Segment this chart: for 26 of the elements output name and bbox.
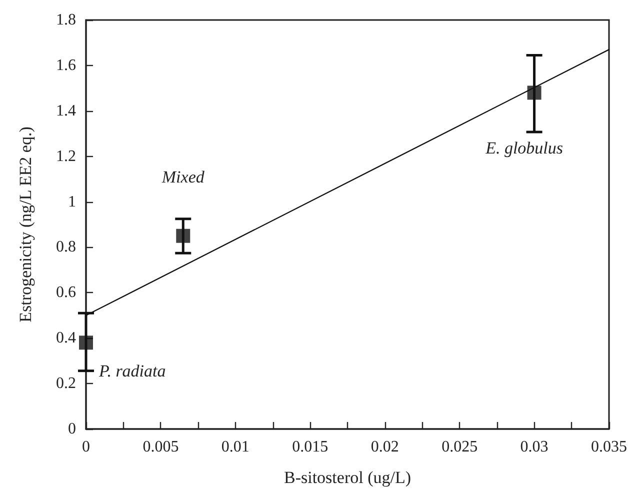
y-tick-label: 1 [68,193,76,210]
x-axis-title: B-sitosterol (ug/L) [284,468,412,487]
x-tick-label: 0 [82,438,90,456]
x-tick-label: 0.01 [221,438,250,456]
x-tick-label: 0.015 [292,438,328,456]
y-tick-label: 0.8 [56,238,76,256]
y-tick-label: 0.6 [56,284,76,302]
x-tick-label: 0.02 [370,438,399,456]
x-tick-label: 0.03 [520,438,548,456]
annotation: Mixed [160,167,205,186]
y-axis-title: Estrogenicity (ng/L EE2 eq.) [16,126,35,322]
y-tick-label: 1.2 [56,148,76,165]
y-tick-label: 1.8 [56,12,76,28]
y-tick-label: 0.2 [56,375,76,392]
y-tick-label: 1.4 [56,102,76,120]
x-tick-label: 0.025 [442,438,478,456]
y-tick-label: 0 [68,420,76,438]
annotation: P. radiata [98,361,166,380]
point [79,336,93,350]
annotation: E. globulus [484,138,564,158]
point [176,228,190,243]
x-tick-label: 0.005 [142,438,179,456]
y-tick-label: 1.6 [56,56,76,74]
x-tick-label: 0.035 [591,438,627,456]
point [527,86,542,100]
y-tick-label: 0.4 [56,330,76,347]
